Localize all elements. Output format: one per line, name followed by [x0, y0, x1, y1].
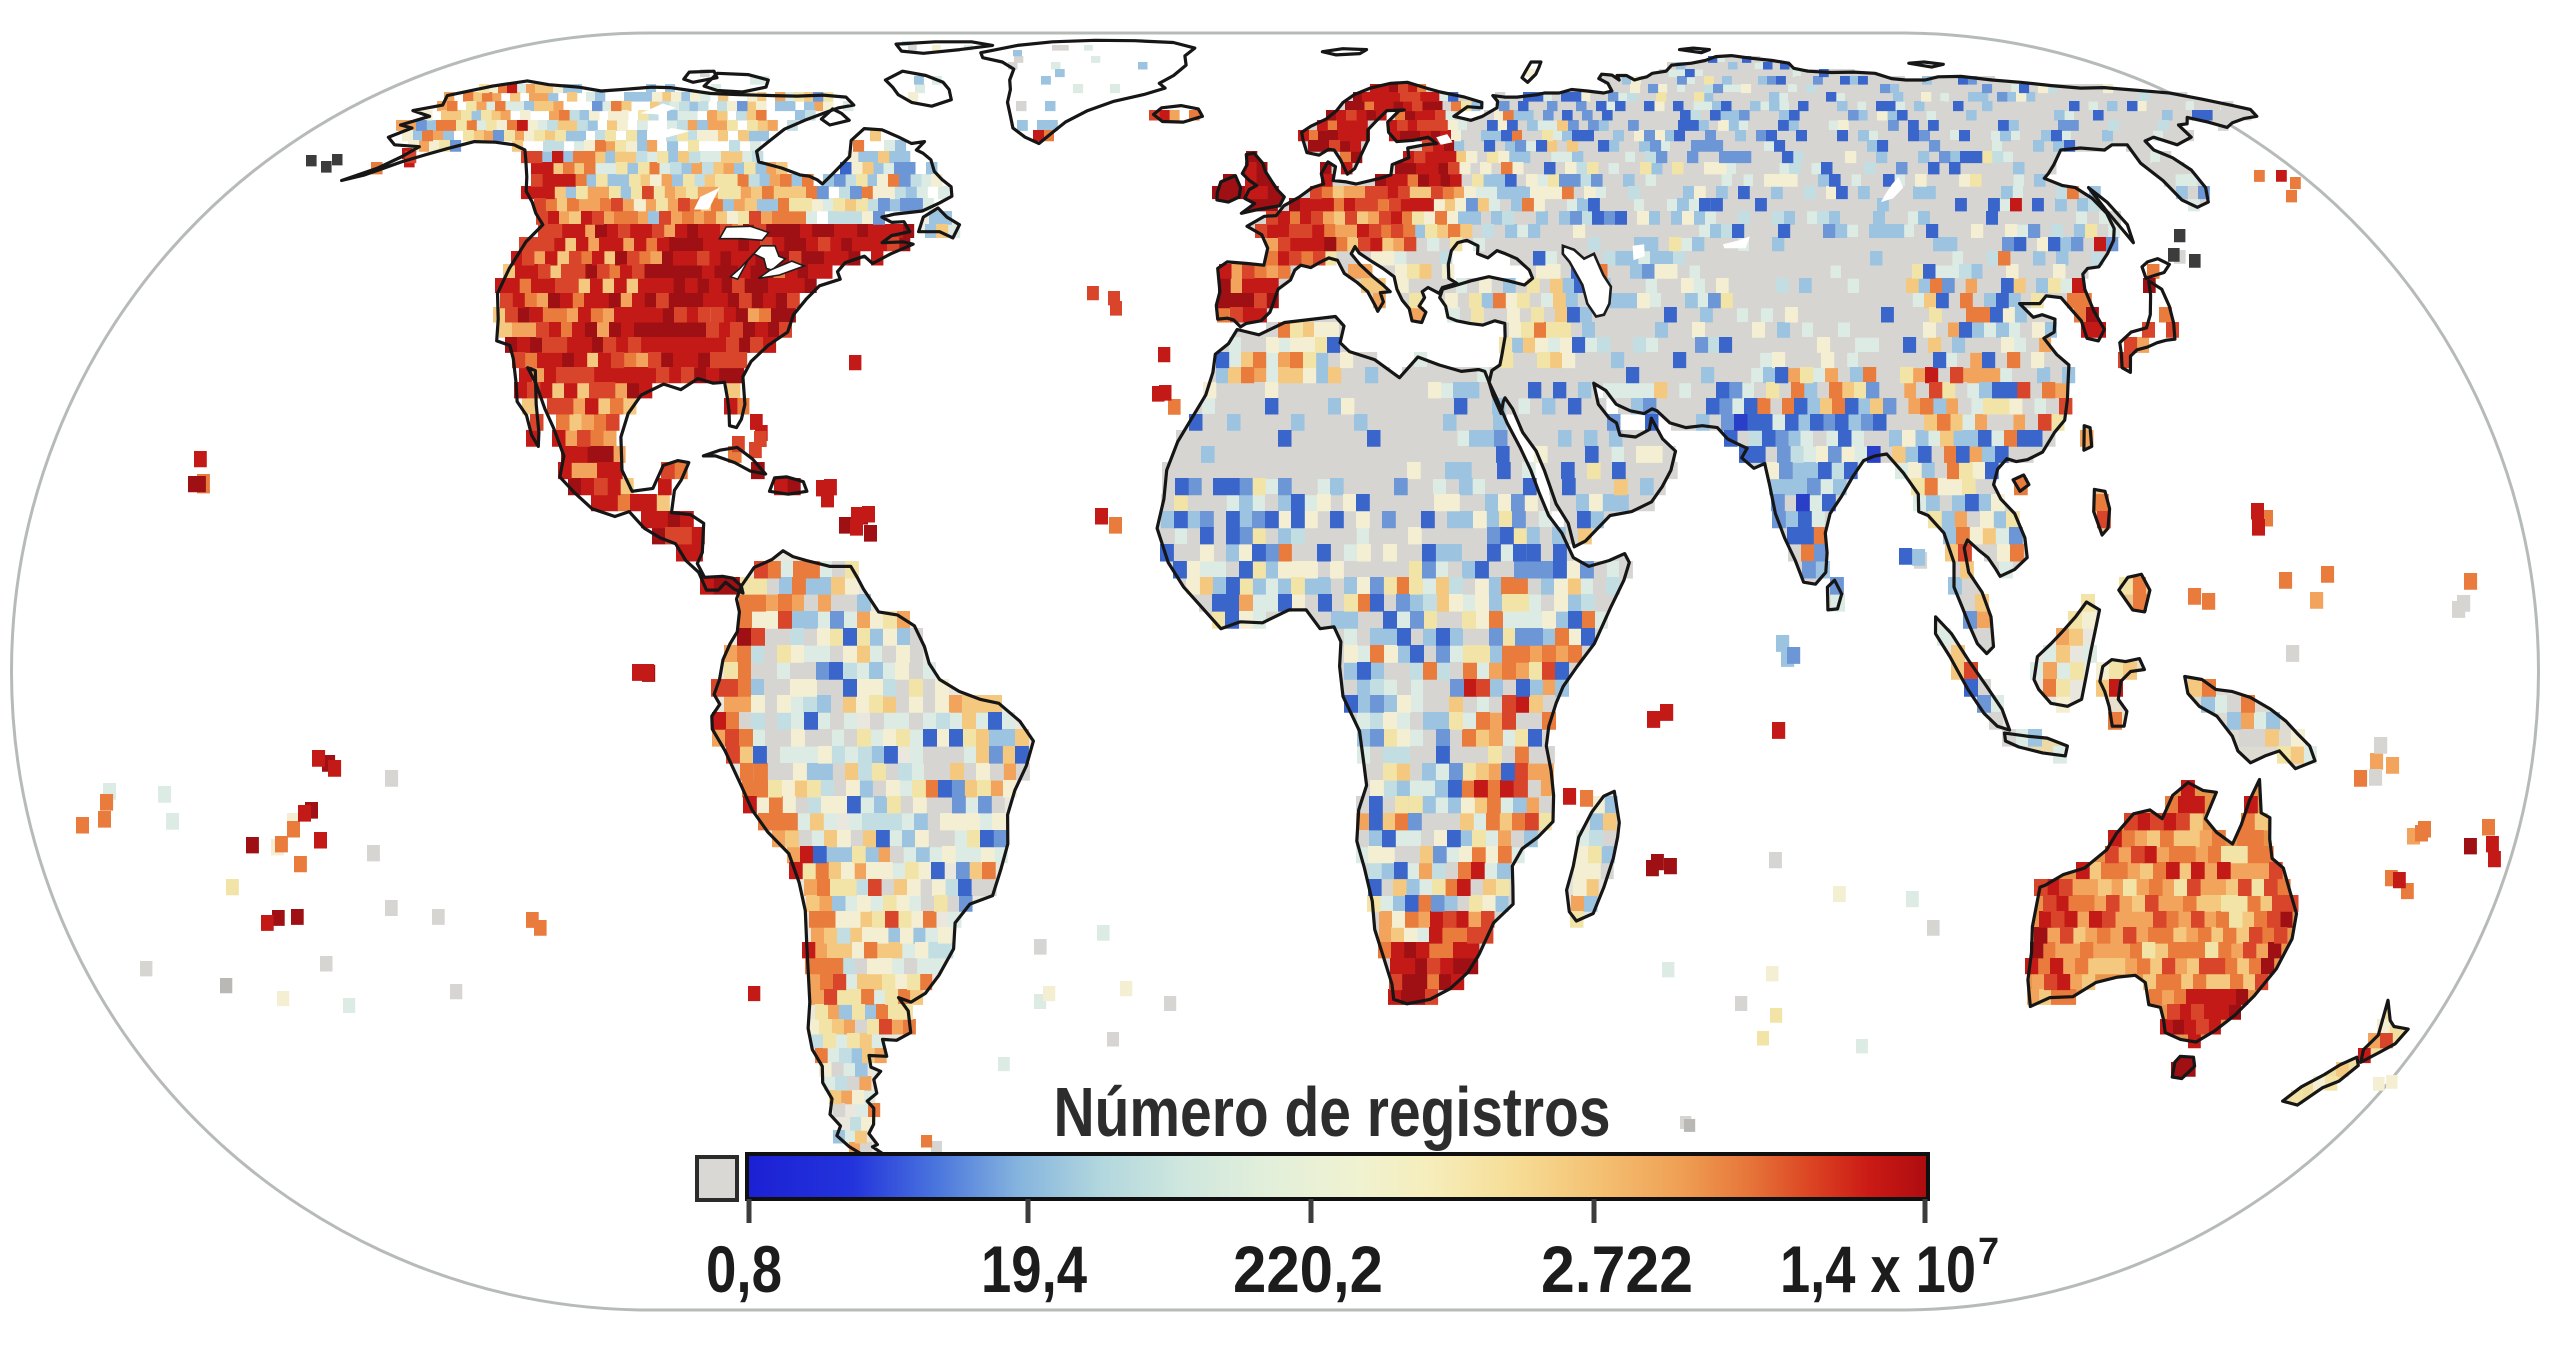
svg-text:Número de registros: Número de registros [1054, 1073, 1611, 1151]
svg-text:220,2: 220,2 [1233, 1232, 1383, 1306]
svg-text:2.722: 2.722 [1541, 1232, 1693, 1306]
svg-text:19,4: 19,4 [981, 1232, 1087, 1306]
svg-text:0,8: 0,8 [706, 1232, 782, 1306]
svg-text:7: 7 [1978, 1231, 1999, 1273]
svg-text:1,4 x 10: 1,4 x 10 [1780, 1232, 1976, 1306]
